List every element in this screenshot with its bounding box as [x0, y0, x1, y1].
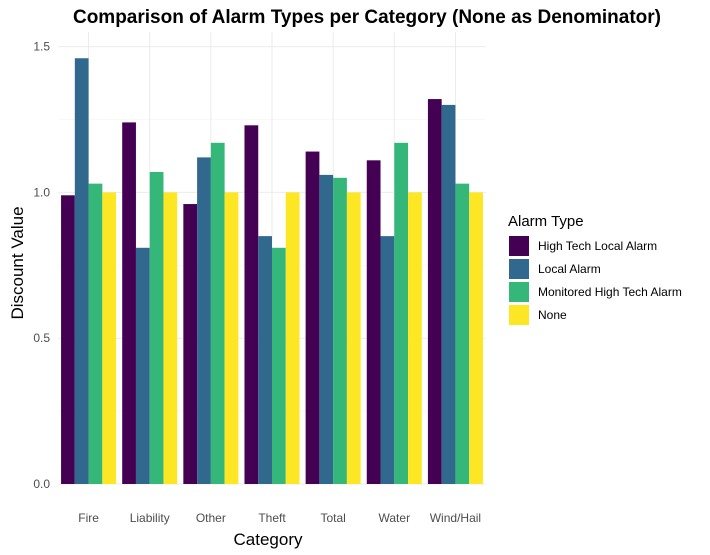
- bar-other-high-tech-local-alarm: [183, 204, 198, 484]
- y-tick-label: 1.5: [33, 40, 50, 54]
- legend-title: Alarm Type: [508, 213, 584, 230]
- bar-theft-none: [285, 192, 300, 485]
- bar-total-none: [346, 192, 361, 485]
- bar-total-high-tech-local-alarm: [305, 151, 320, 485]
- y-axis-title: Discount Value: [8, 206, 27, 319]
- y-tick-label: 0.0: [33, 477, 50, 491]
- bar-liability-high-tech-local-alarm: [122, 122, 136, 485]
- bar-liability-none: [163, 192, 178, 485]
- bar-liability-monitored-high-tech-alarm: [149, 171, 164, 485]
- x-axis: Fire Liability Other Theft Total Water Wind/Ha…: [78, 511, 481, 525]
- bar-other-local-alarm: [197, 157, 211, 484]
- bar-total-local-alarm: [319, 174, 334, 484]
- legend-label: Local Alarm: [538, 262, 601, 276]
- bar-theft-high-tech-local-alarm: [244, 125, 259, 484]
- bar-fire-none: [102, 192, 117, 485]
- legend-label: None: [538, 308, 567, 322]
- legend-swatch-high-tech-local-alarm: [509, 236, 529, 256]
- bar-wind-hail-none: [469, 192, 483, 485]
- bar-other-monitored-high-tech-alarm: [210, 142, 225, 484]
- bar-wind-hail-monitored-high-tech-alarm: [455, 183, 470, 484]
- legend-swatch-local-alarm: [509, 259, 529, 279]
- legend-swatch-none: [509, 305, 529, 325]
- x-axis-title: Category: [234, 530, 303, 549]
- bar-water-high-tech-local-alarm: [366, 160, 381, 484]
- bar-theft-monitored-high-tech-alarm: [272, 247, 286, 484]
- x-tick-label: Total: [320, 511, 345, 525]
- x-tick-label: Liability: [130, 511, 170, 525]
- bar-water-none: [408, 192, 422, 485]
- bar-wind-hail-local-alarm: [441, 104, 456, 484]
- bar-water-local-alarm: [380, 236, 395, 484]
- bar-water-monitored-high-tech-alarm: [394, 142, 409, 484]
- x-tick-label: Other: [196, 511, 226, 525]
- bar-liability-local-alarm: [135, 247, 150, 484]
- legend-swatch-monitored-high-tech-alarm: [509, 282, 529, 302]
- y-axis: 0.0 0.5 1.0 1.5: [33, 40, 50, 491]
- y-tick-label: 0.5: [33, 331, 50, 345]
- x-tick-label: Wind/Hail: [430, 511, 481, 525]
- y-tick-label: 1.0: [33, 185, 50, 199]
- bars-layer: [61, 58, 483, 485]
- x-tick-label: Water: [379, 511, 411, 525]
- bar-fire-local-alarm: [74, 58, 89, 484]
- legend: Alarm Type High Tech Local Alarm Local Al…: [508, 213, 682, 325]
- legend-label: Monitored High Tech Alarm: [538, 285, 682, 299]
- bar-wind-hail-high-tech-local-alarm: [427, 99, 442, 484]
- bar-total-monitored-high-tech-alarm: [333, 177, 347, 484]
- bar-fire-monitored-high-tech-alarm: [88, 183, 103, 484]
- bar-other-none: [224, 192, 239, 485]
- x-tick-label: Fire: [78, 511, 99, 525]
- legend-label: High Tech Local Alarm: [538, 239, 657, 253]
- x-tick-label: Theft: [258, 511, 286, 525]
- chart-title: Comparison of Alarm Types per Category (…: [73, 7, 661, 28]
- bar-fire-high-tech-local-alarm: [61, 195, 75, 484]
- bar-theft-local-alarm: [258, 236, 272, 484]
